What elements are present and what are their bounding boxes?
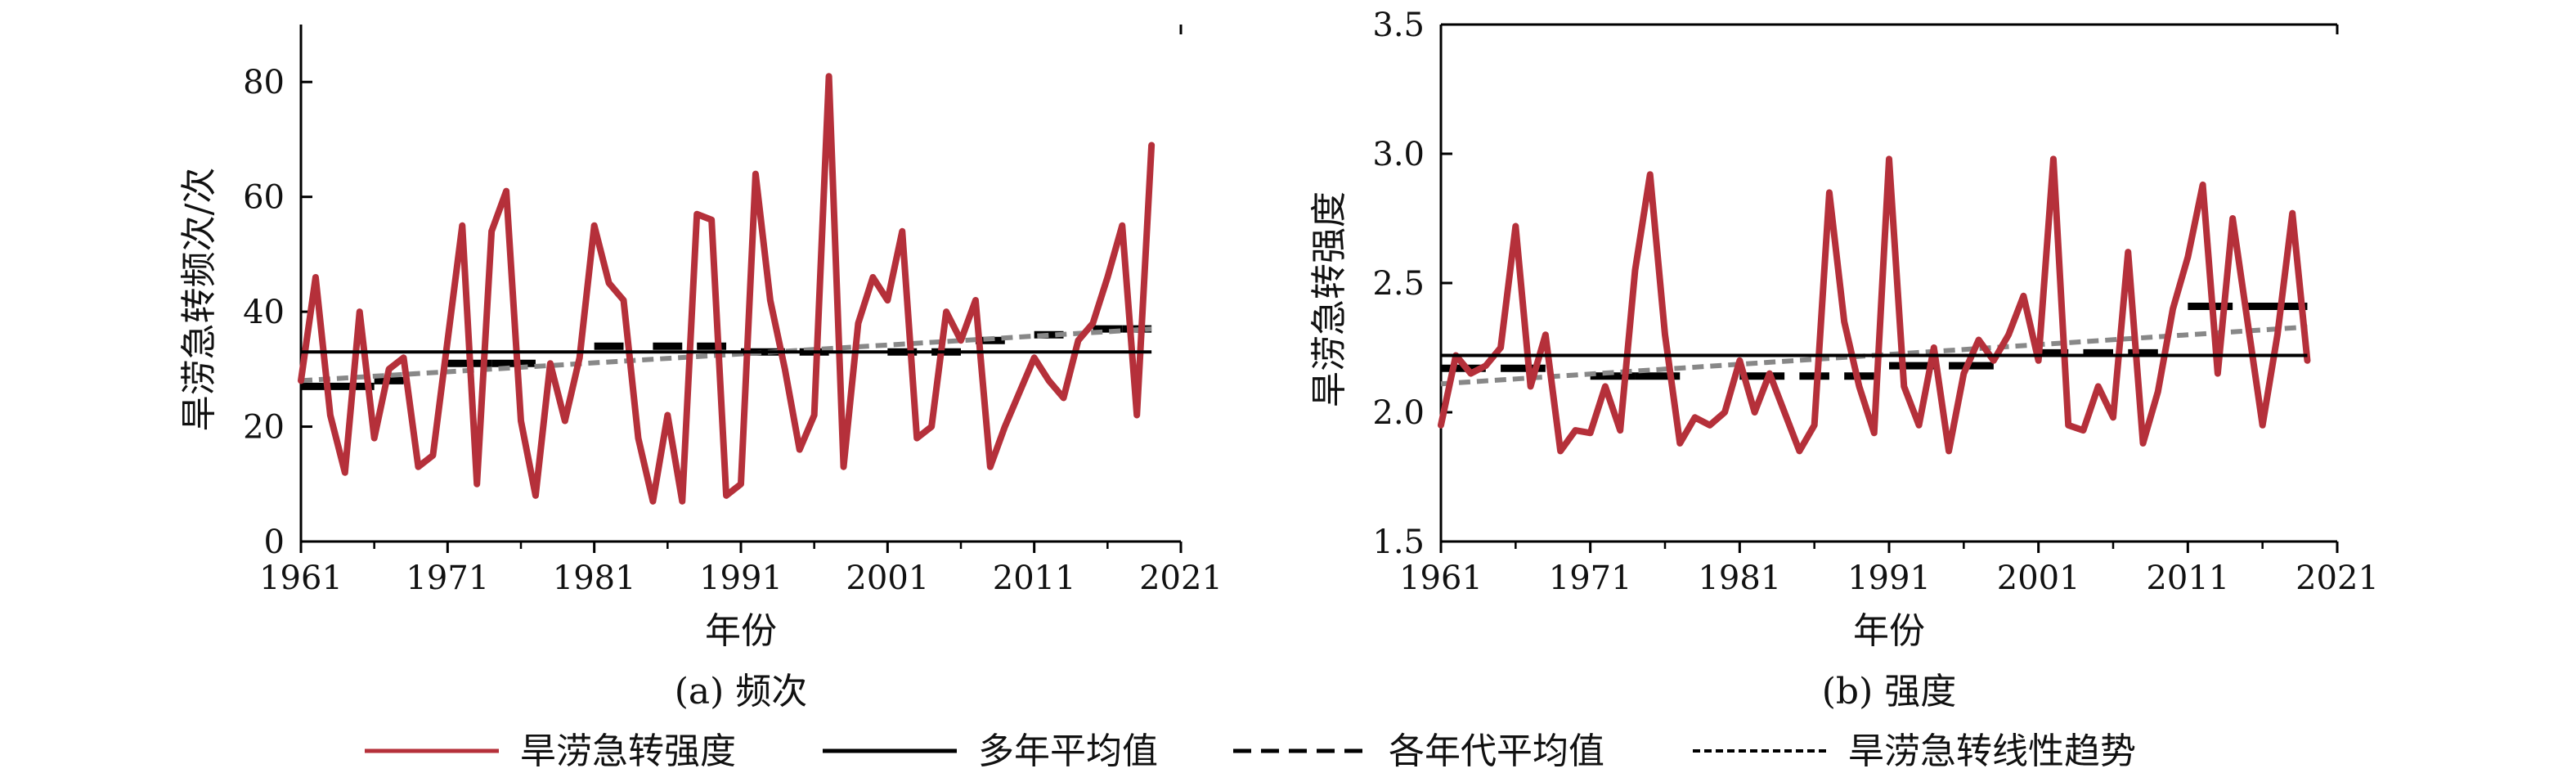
legend-label-0: 旱涝急转强度 <box>520 730 736 772</box>
x-tick-label: 2021 <box>2296 560 2379 597</box>
legend-label-3: 旱涝急转线性趋势 <box>1848 730 2136 772</box>
series-main-line <box>298 73 1156 505</box>
x-tick-label: 1961 <box>259 560 343 597</box>
x-tick-label: 1991 <box>699 560 783 597</box>
series-main-line <box>1438 155 2311 455</box>
series-linear-trend <box>300 326 1152 384</box>
x-tick-label: 1971 <box>1549 560 1632 597</box>
y-tick-label: 60 <box>243 179 285 217</box>
y-tick-label: 2.0 <box>1372 394 1425 432</box>
y-tick-label: 20 <box>243 409 285 447</box>
x-tick-label: 2001 <box>846 560 929 597</box>
y-tick-label: 40 <box>243 294 285 331</box>
x-axis-label: 年份 <box>1853 610 1925 652</box>
y-axis-label: 旱涝急转频次/次 <box>178 168 220 432</box>
y-tick-label: 0 <box>264 524 285 561</box>
y-tick-label: 1.5 <box>1372 524 1425 561</box>
chart-panel-b: 1961 1971 1981 1991 2001 2011 2021 1.5 2.0 2.5 3.0… <box>1308 7 2379 712</box>
x-tick-label: 1961 <box>1399 560 1483 597</box>
x-tick-label: 2001 <box>1997 560 2080 597</box>
chart-panel-a: 1961 1971 1981 1991 2001 2011 2021 0 20 40 60 80 年份 旱… <box>178 25 1223 712</box>
series-decadal-mean <box>1441 302 2308 380</box>
chart-caption: (b) 强度 <box>1822 671 1956 712</box>
y-axis-label: 旱涝急转强度 <box>1308 191 1350 407</box>
x-tick-label: 2011 <box>2146 560 2229 597</box>
chart-caption: (a) 频次 <box>675 671 808 712</box>
legend-label-2: 各年代平均值 <box>1389 730 1604 772</box>
y-tick-label: 3.0 <box>1372 136 1425 173</box>
y-tick-label: 80 <box>243 64 285 101</box>
legend-label-1: 多年平均值 <box>978 730 1158 772</box>
legend: 旱涝急转强度 多年平均值 各年代平均值 旱涝急转线性趋势 <box>365 730 2136 772</box>
x-tick-label: 1991 <box>1847 560 1931 597</box>
x-tick-label: 2021 <box>1139 560 1223 597</box>
y-tick-label: 2.5 <box>1372 265 1425 303</box>
x-tick-label: 1981 <box>553 560 636 597</box>
x-axis-label: 年份 <box>705 610 777 652</box>
y-tick-label: 3.5 <box>1372 7 1425 44</box>
x-tick-label: 1981 <box>1698 560 1781 597</box>
x-tick-label: 2011 <box>993 560 1076 597</box>
x-tick-label: 1971 <box>406 560 489 597</box>
